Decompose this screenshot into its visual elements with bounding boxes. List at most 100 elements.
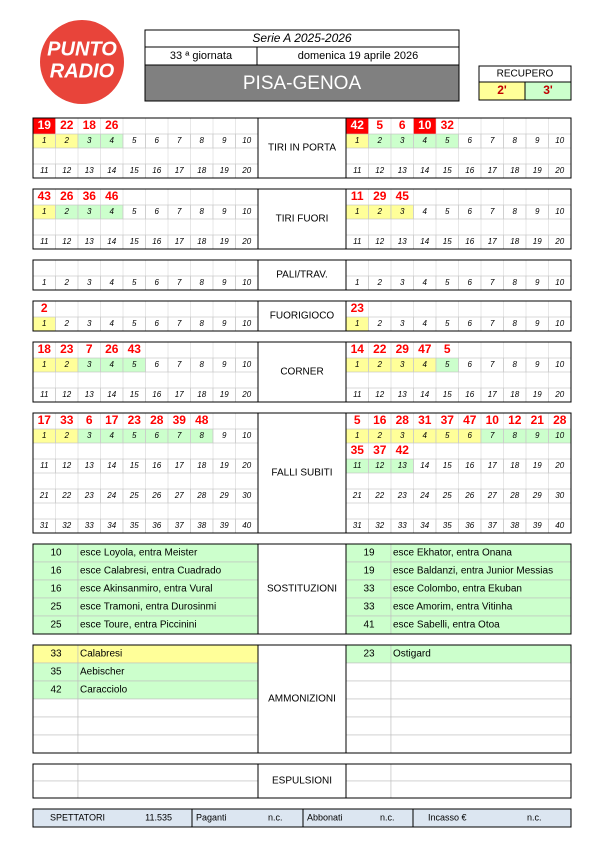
slot-number: 36 [152, 521, 161, 530]
slot-number: 20 [554, 237, 564, 246]
slot-number: 14 [420, 390, 429, 399]
slot-number: 3 [400, 136, 405, 145]
slot-number: 11 [353, 461, 361, 470]
section-label: PALI/TRAV. [276, 270, 328, 281]
list-minute: 16 [50, 566, 62, 577]
section-label: SOSTITUZIONI [267, 584, 337, 595]
footer-label: Incasso € [428, 812, 467, 822]
event-minute: 12 [508, 413, 522, 427]
slot-number: 7 [177, 360, 182, 369]
slot-number: 12 [62, 461, 71, 470]
list-minute: 10 [50, 548, 62, 559]
slot-number: 1 [42, 319, 46, 328]
list-text: Caracciolo [80, 685, 128, 696]
list-text-cell [390, 780, 572, 799]
slot-number: 10 [555, 431, 564, 440]
slot-number: 9 [222, 360, 227, 369]
slot-number: 7 [177, 319, 182, 328]
slot-number: 5 [132, 136, 137, 145]
slot-number: 5 [132, 278, 137, 287]
event-minute: 36 [83, 189, 97, 203]
slot-number: 14 [107, 461, 116, 470]
slot-number: 23 [84, 491, 94, 500]
slot-number: 4 [110, 319, 115, 328]
slot-number: 20 [241, 461, 251, 470]
event-minute: 43 [128, 342, 142, 356]
slot-number: 28 [509, 491, 519, 500]
slot-number: 9 [222, 207, 227, 216]
slot-number: 10 [242, 207, 251, 216]
slot-number: 12 [375, 166, 384, 175]
goal-cell [33, 118, 56, 134]
event-minute: 22 [373, 342, 387, 356]
list-minute: 19 [363, 566, 375, 577]
slot-number: 5 [445, 360, 450, 369]
slot-number: 9 [535, 136, 540, 145]
slot-number: 3 [400, 278, 405, 287]
slot-number: 11 [353, 237, 361, 246]
event-minute: 37 [373, 443, 387, 457]
slot-number: 37 [175, 521, 184, 530]
slot-number: 3 [87, 136, 92, 145]
slot-number: 11 [40, 390, 48, 399]
slot-number: 17 [488, 390, 497, 399]
slot-number: 17 [488, 166, 497, 175]
section-label: TIRI IN PORTA [268, 143, 336, 154]
event-minute: 26 [60, 189, 74, 203]
logo-circle [40, 20, 124, 104]
slot-number: 17 [488, 237, 497, 246]
footer-value: n.c. [380, 812, 395, 822]
list-minute-cell [345, 734, 392, 754]
list-text: Calabresi [80, 649, 122, 660]
slot-number: 5 [445, 431, 450, 440]
slot-number: 38 [197, 521, 206, 530]
slot-number: 4 [110, 207, 115, 216]
slot-number: 2 [64, 319, 70, 328]
slot-number: 3 [87, 278, 92, 287]
slot-number: 22 [374, 491, 384, 500]
slot-number: 10 [555, 207, 564, 216]
slot-number: 24 [419, 491, 429, 500]
slot-number: 35 [130, 521, 139, 530]
list-minute: 33 [363, 602, 375, 613]
event-minute: 17 [38, 413, 52, 427]
slot-number: 13 [85, 461, 94, 470]
section-label-box [257, 412, 347, 534]
list-minute-cell [32, 763, 79, 782]
slot-number: 12 [375, 390, 384, 399]
slot-number: 7 [177, 431, 182, 440]
list-text-cell [77, 734, 259, 754]
list-text: esce Tramoni, entra Durosinmi [80, 602, 216, 613]
event-minute: 16 [373, 413, 387, 427]
slot-number: 12 [375, 237, 384, 246]
list-text: Aebischer [80, 667, 125, 678]
list-minute-cell [345, 680, 392, 700]
slot-number: 5 [132, 431, 137, 440]
recupero-value: 3' [543, 83, 553, 97]
slot-number: 4 [423, 278, 428, 287]
slot-number: 10 [242, 360, 251, 369]
slot-number: 1 [355, 207, 359, 216]
slot-number: 25 [442, 491, 452, 500]
slot-number: 20 [241, 237, 251, 246]
section-label-box [257, 543, 347, 635]
slot-number: 15 [443, 237, 452, 246]
event-minute: 5 [376, 118, 383, 132]
slot-number: 16 [152, 390, 161, 399]
slot-number: 16 [465, 390, 474, 399]
slot-number: 18 [510, 390, 519, 399]
section-label-box [257, 644, 347, 754]
list-text: Ostigard [393, 649, 431, 660]
section-label-box [257, 341, 347, 403]
slot-number: 2 [377, 207, 383, 216]
list-minute-cell [345, 780, 392, 799]
slot-number: 7 [177, 136, 182, 145]
event-minute: 29 [396, 342, 410, 356]
slot-number: 9 [222, 136, 227, 145]
slot-number: 6 [468, 207, 473, 216]
match-title-box [144, 64, 460, 102]
list-text-cell [77, 716, 259, 736]
slot-number: 8 [513, 136, 518, 145]
slot-number: 10 [242, 136, 251, 145]
